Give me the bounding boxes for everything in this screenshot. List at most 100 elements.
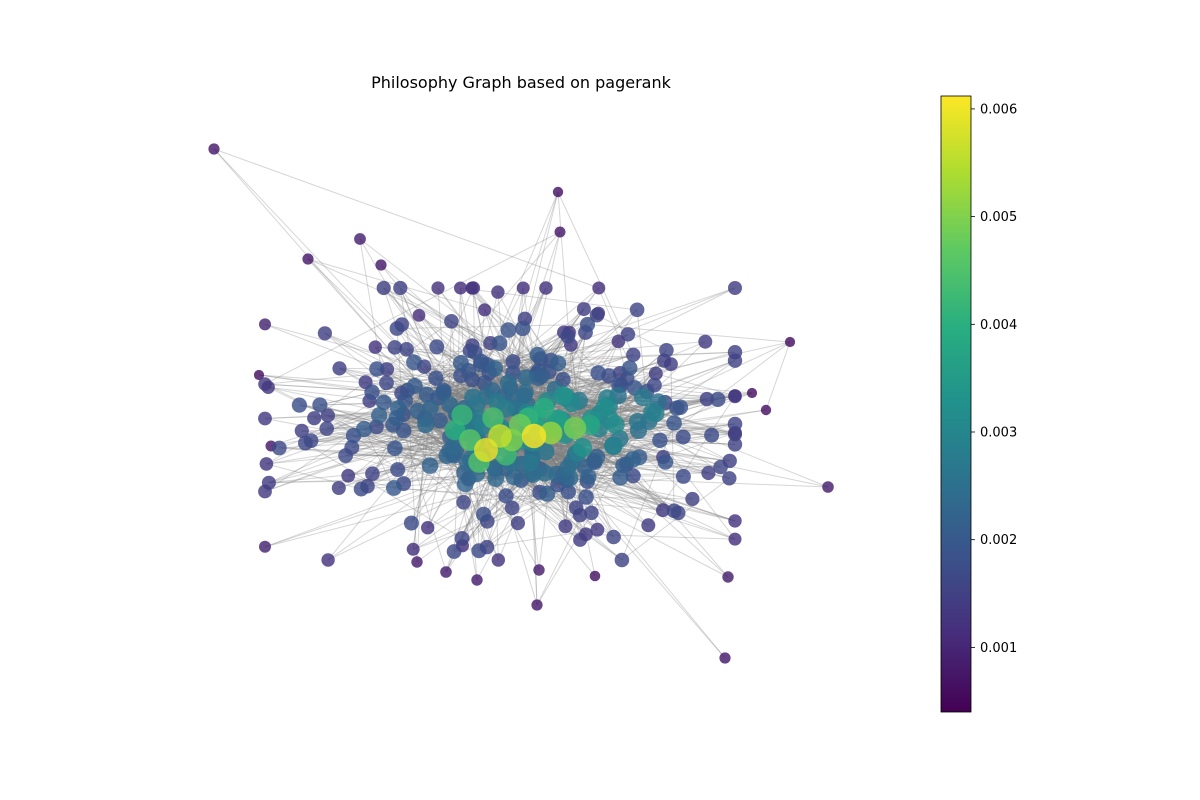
graph-node [261,475,276,490]
graph-node [498,488,514,504]
graph-node [612,469,629,486]
graph-node [589,307,605,323]
graph-node [356,420,373,438]
graph-node [728,389,742,404]
graph-node [386,480,402,496]
colorbar-tick-label: 0.004 [980,318,1017,333]
graph-node [646,404,665,423]
graph-edge [264,231,561,385]
graph-edge [393,487,675,512]
graph-node [549,355,567,372]
graph-node [579,316,596,333]
graph-node [563,416,587,440]
graph-edge [505,495,581,516]
graph-node [629,302,645,318]
graph-node [606,415,625,435]
graph-node [409,402,426,420]
graph-node [471,543,487,559]
graph-node [390,462,406,478]
graph-edge [659,439,736,540]
graph-node [552,186,564,198]
graph-edge [363,428,395,489]
graph-node [454,531,470,546]
graph-node [603,436,623,455]
node-layer [208,143,834,664]
graph-edge [424,418,488,548]
graph-node [539,485,556,502]
graph-node [578,489,594,505]
graph-edge [570,344,608,399]
graph-node [560,328,576,344]
graph-node [431,412,448,429]
graph-node [258,377,272,391]
graph-edge [264,383,431,467]
graph-edge [465,483,519,524]
graph-node [354,233,366,245]
graph-node [580,468,597,485]
graph-edge [621,407,681,561]
graph-node [368,340,382,354]
graph-edge [451,320,514,363]
graph-node [536,442,555,461]
graph-edge [327,364,488,561]
graph-node [258,411,272,426]
graph-node [510,516,525,531]
colorbar-tick-label: 0.006 [980,102,1017,117]
graph-node [476,506,492,522]
graph-node [375,394,392,411]
graph-edge [319,344,572,406]
graph-node [595,398,615,418]
graph-node [719,652,731,664]
graph-node [412,309,426,322]
graph-node [504,500,520,516]
graph-node [784,336,796,348]
graph-node [390,400,407,417]
graph-node [473,356,489,373]
graph-node [491,553,505,567]
graph-node [568,500,584,515]
colorbar: 0.001 0.002 0.003 0.004 0.005 0.006 [940,95,1017,713]
graph-edge [587,323,791,343]
graph-node [353,481,369,497]
graph-node [722,571,734,583]
graph-node [611,334,626,349]
graph-node [259,540,271,553]
graph-node [500,322,517,338]
graph-node [485,458,503,476]
graph-node [521,453,540,472]
graph-node [727,345,743,360]
graph-node [675,468,691,484]
graph-edge [568,475,684,493]
graph-edge [305,442,463,539]
graph-node [620,327,636,342]
graph-node [468,395,486,413]
graph-node [317,326,332,341]
graph-node [666,415,682,431]
graph-edge [351,430,461,448]
graph-edge [266,463,362,490]
graph-node [294,423,309,438]
colorbar-tick-label: 0.003 [980,426,1017,441]
graph-node [302,253,314,265]
graph-node [417,416,435,434]
graph-edge [345,455,466,485]
graph-node [331,481,346,495]
graph-node [344,440,360,455]
graph-edge [429,465,464,503]
graph-node [634,388,652,407]
graph-node [516,281,530,295]
graph-node [291,397,307,413]
graph-node [727,427,743,442]
graph-node [457,475,474,493]
graph-node [421,521,435,535]
graph-node [530,369,547,386]
graph-node [375,259,387,271]
graph-node [505,354,521,370]
graph-node [675,429,691,445]
graph-node [573,532,588,547]
graph-node [364,384,380,400]
graph-edge [393,487,507,497]
graph-node [444,314,459,329]
graph-node [614,552,630,568]
graph-edge [414,385,466,485]
